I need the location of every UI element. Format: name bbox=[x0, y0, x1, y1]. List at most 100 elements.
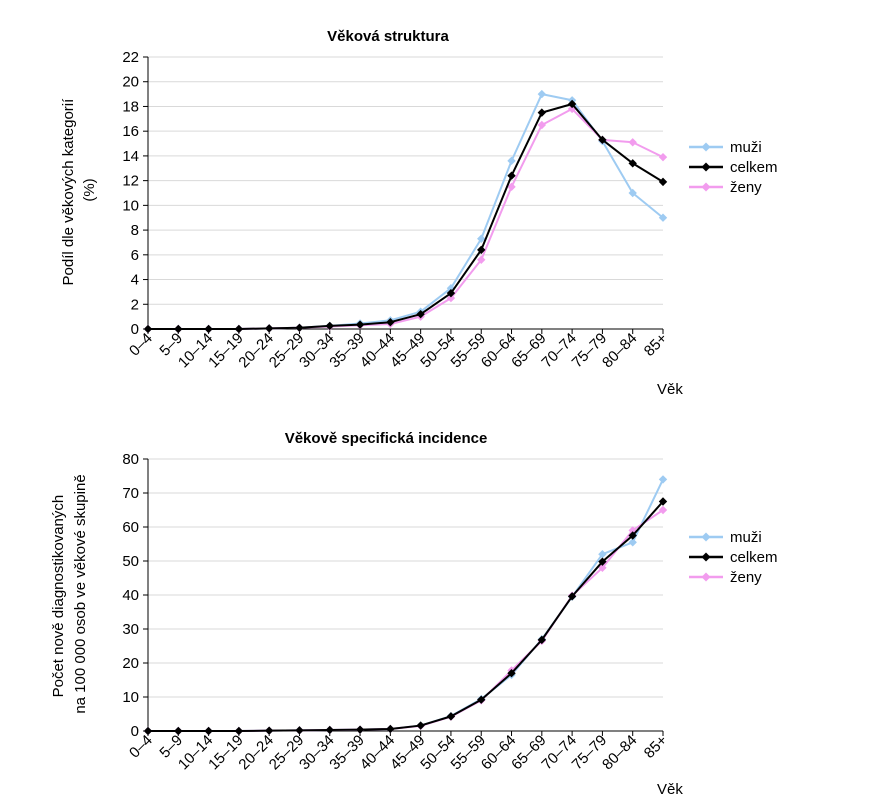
data-point bbox=[386, 318, 395, 327]
y-tick-label: 50 bbox=[122, 553, 139, 570]
legend: muži celkem ženy bbox=[689, 529, 778, 586]
legend-marker bbox=[701, 142, 711, 152]
y-axis-label-line: (%) bbox=[81, 178, 98, 201]
data-point bbox=[174, 726, 183, 736]
data-point bbox=[446, 293, 456, 303]
chart-age-specific-incidence: Věkově specifická incidence Počet nově d… bbox=[50, 430, 778, 798]
legend-label: celkem bbox=[730, 549, 778, 566]
series-line bbox=[148, 500, 664, 732]
y-tick-label: 2 bbox=[131, 296, 139, 313]
y-tick-label: 60 bbox=[122, 519, 139, 536]
data-point bbox=[658, 497, 668, 506]
y-tick-label: 10 bbox=[122, 197, 139, 214]
y-tick-label: 40 bbox=[122, 587, 139, 604]
x-tick-label: 85+ bbox=[641, 330, 671, 360]
legend-marker bbox=[701, 182, 711, 192]
series-line bbox=[148, 478, 664, 732]
y-tick-label: 80 bbox=[122, 451, 139, 468]
series-line bbox=[148, 102, 664, 330]
y-axis-label-line: na 100 000 osob ve věkové skupině bbox=[72, 474, 89, 713]
data-point bbox=[598, 550, 607, 559]
x-tick-label: 85+ bbox=[641, 732, 671, 762]
data-point bbox=[295, 726, 304, 735]
data-point bbox=[658, 475, 668, 484]
data-point bbox=[507, 156, 516, 166]
legend-label: muži bbox=[730, 139, 762, 156]
data-point bbox=[628, 159, 637, 168]
x-axis-label: Věk bbox=[657, 381, 683, 398]
data-point bbox=[234, 324, 244, 334]
data-point bbox=[355, 320, 365, 329]
data-point bbox=[598, 135, 607, 145]
data-point bbox=[477, 234, 486, 243]
data-point bbox=[537, 635, 547, 645]
y-tick-label: 10 bbox=[122, 689, 139, 706]
y-ticks: 0 2 4 6 8 10 12 14 16 18 20 22 bbox=[122, 49, 139, 338]
legend-marker bbox=[701, 572, 711, 582]
chart-title: Věkově specifická incidence bbox=[285, 430, 488, 447]
grid bbox=[148, 458, 663, 698]
data-point bbox=[295, 323, 304, 332]
y-tick-label: 4 bbox=[131, 272, 139, 289]
y-tick-label: 8 bbox=[131, 222, 139, 239]
series-zeny bbox=[143, 104, 668, 334]
y-tick-label: 0 bbox=[131, 723, 139, 740]
data-point bbox=[234, 726, 244, 736]
data-point bbox=[174, 324, 183, 334]
series-group bbox=[143, 89, 668, 334]
data-point bbox=[507, 182, 516, 192]
data-point bbox=[204, 324, 213, 334]
y-tick-label: 22 bbox=[122, 49, 139, 66]
legend-marker bbox=[701, 532, 711, 542]
chart-title: Věková struktura bbox=[327, 28, 449, 45]
y-tick-label: 12 bbox=[122, 173, 139, 190]
data-point bbox=[537, 108, 547, 117]
data-point bbox=[386, 724, 395, 734]
chart-age-structure: Věková struktura Podíl dle věkových kate… bbox=[60, 28, 778, 398]
y-axis-label-line: Počet nově diagnostikovaných bbox=[50, 495, 67, 698]
series-zeny bbox=[143, 505, 668, 736]
data-point bbox=[477, 695, 486, 704]
data-point bbox=[567, 592, 577, 601]
x-axis-label: Věk bbox=[657, 781, 683, 798]
series-muzi bbox=[143, 475, 668, 736]
data-point bbox=[416, 721, 425, 730]
legend-marker bbox=[701, 552, 711, 562]
data-point bbox=[628, 538, 637, 547]
data-point bbox=[477, 255, 486, 264]
data-point bbox=[658, 505, 668, 515]
x-ticks: 0–4 5–910–1415–1920–2425–2930–3435–3940–4… bbox=[126, 732, 671, 774]
data-point bbox=[143, 726, 153, 736]
y-axis-label-line: Podíl dle věkových kategorií bbox=[60, 98, 77, 286]
data-point bbox=[658, 152, 668, 162]
data-point bbox=[446, 712, 456, 721]
data-point bbox=[658, 213, 668, 222]
x-tick-label: 80–84 bbox=[599, 330, 641, 372]
data-point bbox=[355, 725, 365, 734]
data-point bbox=[446, 288, 456, 298]
y-ticks: 0 10 20 30 40 50 60 70 80 bbox=[122, 451, 139, 740]
data-point bbox=[567, 99, 577, 109]
data-point bbox=[416, 309, 425, 319]
y-tick-label: 18 bbox=[122, 98, 139, 115]
data-point bbox=[325, 725, 334, 735]
data-point bbox=[537, 120, 547, 130]
y-axis-label: Počet nově diagnostikovaných na 100 000 … bbox=[50, 474, 89, 713]
data-point bbox=[598, 563, 607, 572]
x-tick-label: 80–84 bbox=[599, 732, 641, 774]
data-point bbox=[325, 321, 334, 331]
y-tick-label: 30 bbox=[122, 621, 139, 638]
y-tick-label: 20 bbox=[122, 655, 139, 672]
legend-label: celkem bbox=[730, 159, 778, 176]
axes bbox=[143, 56, 664, 334]
series-line bbox=[148, 107, 664, 330]
legend-label: ženy bbox=[730, 569, 762, 586]
data-point bbox=[537, 89, 547, 99]
data-point bbox=[598, 557, 607, 566]
data-point bbox=[507, 669, 516, 678]
data-point bbox=[143, 324, 153, 334]
grid bbox=[148, 56, 663, 305]
y-tick-label: 16 bbox=[122, 123, 139, 140]
series-celkem bbox=[143, 99, 668, 334]
